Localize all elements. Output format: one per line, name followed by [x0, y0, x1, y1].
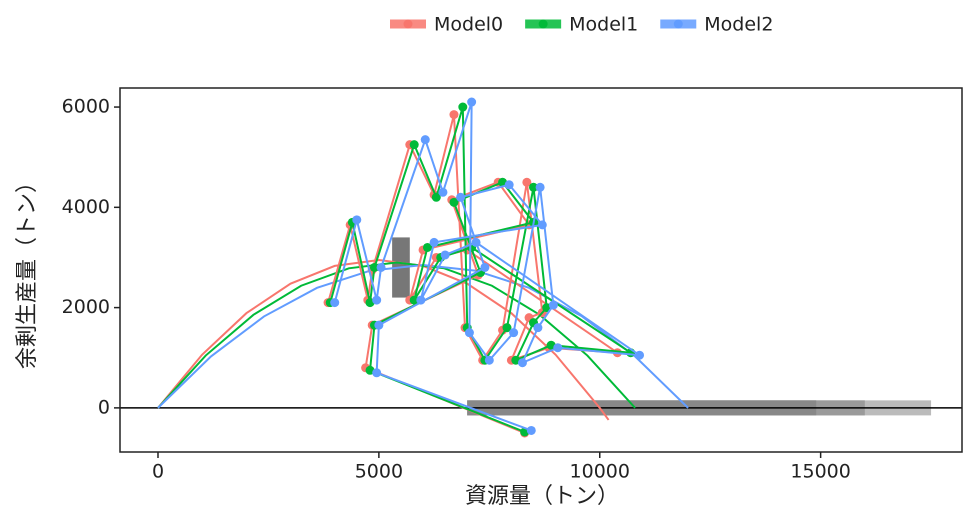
legend-key-point — [673, 19, 683, 29]
point — [409, 295, 419, 305]
point — [635, 350, 645, 360]
point — [429, 237, 439, 247]
point — [464, 328, 474, 338]
point — [480, 262, 490, 272]
y-tick-label: 0 — [98, 396, 110, 418]
point — [409, 140, 419, 150]
point — [535, 182, 545, 192]
point — [537, 220, 547, 230]
point — [416, 295, 426, 305]
point — [502, 323, 512, 333]
x-tick-label: 0 — [152, 461, 164, 483]
x-tick-label: 5000 — [355, 461, 403, 483]
point — [431, 192, 441, 202]
point — [352, 215, 362, 225]
x-tick-label: 15000 — [790, 461, 850, 483]
y-tick-label: 6000 — [62, 96, 110, 118]
point — [526, 425, 536, 435]
point — [528, 182, 538, 192]
point — [449, 110, 459, 120]
point — [420, 135, 430, 145]
y-tick-label: 2000 — [62, 296, 110, 318]
point — [422, 242, 432, 252]
y-axis-title: 余剰生産量（トン） — [15, 171, 40, 369]
point — [449, 197, 459, 207]
x-tick-label: 10000 — [570, 461, 630, 483]
point — [509, 328, 519, 338]
point — [376, 262, 386, 272]
production-curve — [157, 261, 636, 409]
legend-label: Model0 — [434, 14, 503, 36]
point — [456, 192, 466, 202]
point — [484, 355, 494, 365]
point — [372, 295, 382, 305]
legend-key-point — [403, 19, 413, 29]
legend-key-point — [538, 19, 548, 29]
production-curve — [157, 258, 610, 421]
legend-label: Model1 — [569, 14, 638, 36]
point — [374, 320, 384, 330]
point — [533, 323, 543, 333]
point — [440, 250, 450, 260]
point — [372, 368, 382, 378]
point — [522, 177, 532, 187]
point — [504, 180, 514, 190]
panel-border — [119, 87, 963, 453]
point — [471, 237, 481, 247]
y-tick-label: 4000 — [62, 196, 110, 218]
plot-area — [120, 97, 962, 438]
x-axis-title: 資源量（トン） — [465, 484, 619, 509]
legend-label: Model2 — [704, 14, 773, 36]
point — [548, 300, 558, 310]
point — [517, 358, 527, 368]
point — [369, 262, 379, 272]
point — [553, 343, 563, 353]
point — [330, 298, 340, 308]
point — [458, 102, 468, 112]
point — [467, 97, 477, 107]
point — [438, 187, 448, 197]
